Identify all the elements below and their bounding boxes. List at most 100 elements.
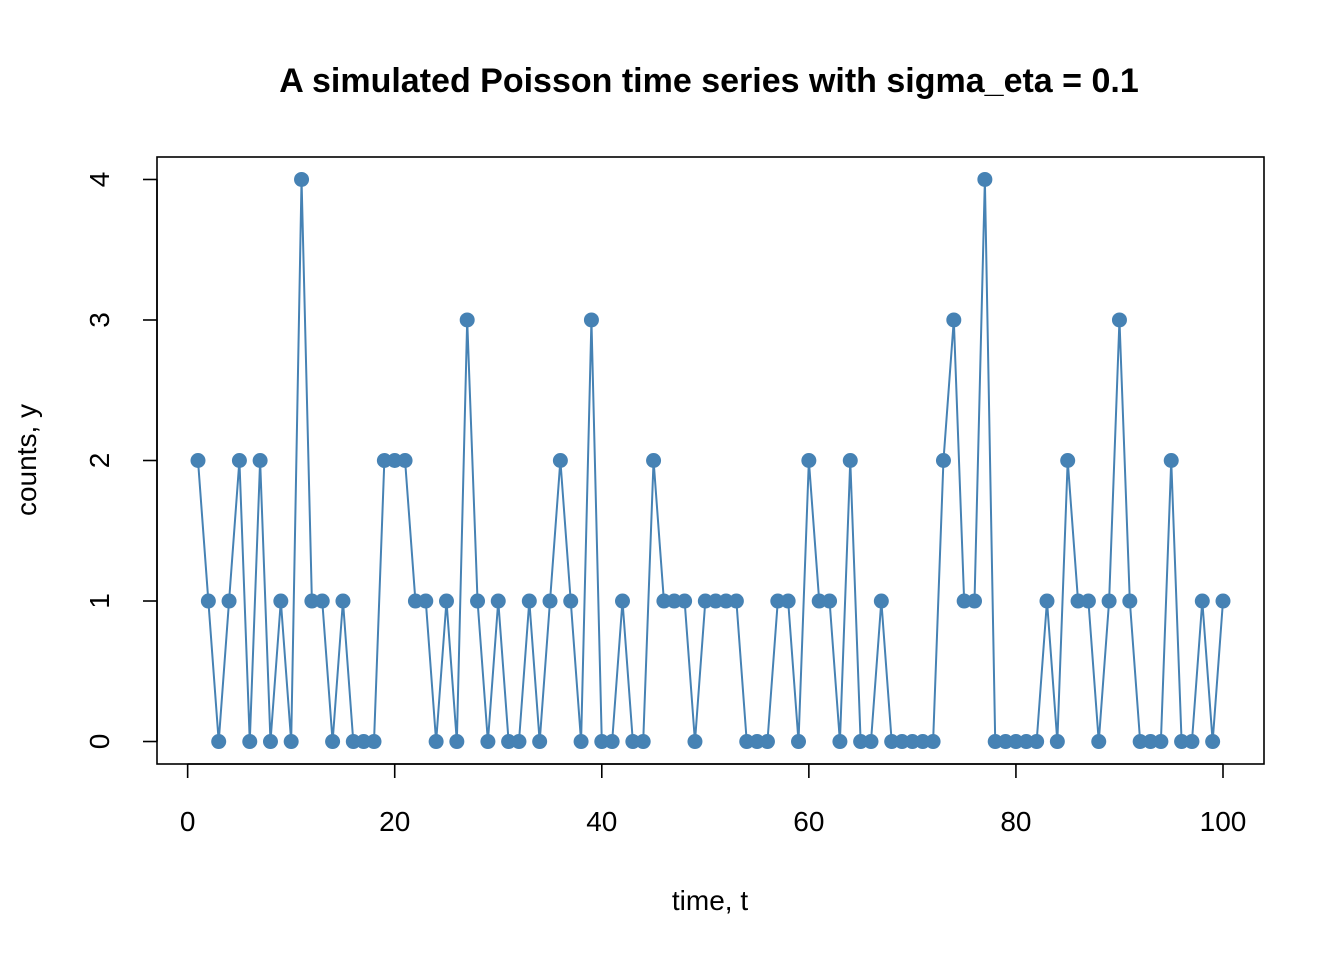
x-tick-label: 80 xyxy=(1000,806,1031,837)
data-point xyxy=(366,734,382,750)
data-point xyxy=(449,734,465,750)
y-tick-label: 3 xyxy=(84,312,115,328)
data-point xyxy=(967,593,983,609)
data-point xyxy=(356,734,372,750)
data-point xyxy=(894,734,910,750)
data-point xyxy=(242,734,258,750)
data-point xyxy=(501,734,517,750)
data-point xyxy=(542,593,558,609)
y-axis: 0 1 2 3 4 xyxy=(84,172,158,750)
y-tick-label: 0 xyxy=(84,734,115,750)
data-point xyxy=(397,453,413,468)
data-point xyxy=(884,734,900,750)
data-point xyxy=(677,593,693,609)
data-point xyxy=(521,593,537,609)
data-point xyxy=(1194,593,1210,609)
data-point xyxy=(273,593,289,609)
data-point xyxy=(294,171,310,187)
x-axis: 0 20 40 60 80 100 xyxy=(180,763,1247,837)
data-point xyxy=(904,734,920,750)
y-tick-label: 1 xyxy=(84,593,115,609)
data-point xyxy=(583,312,599,328)
data-point xyxy=(666,593,682,609)
data-point xyxy=(739,734,755,750)
data-point xyxy=(998,734,1014,750)
data-point xyxy=(1060,453,1076,468)
data-point xyxy=(252,453,268,468)
data-point xyxy=(687,734,703,750)
data-point xyxy=(1029,734,1045,750)
y-tick-label: 2 xyxy=(84,453,115,469)
data-point xyxy=(490,593,506,609)
data-point xyxy=(946,312,962,328)
data-point xyxy=(1070,593,1086,609)
data-point xyxy=(221,593,237,609)
data-point xyxy=(594,734,610,750)
data-point xyxy=(418,593,434,609)
data-point xyxy=(635,734,651,750)
x-axis-label: time, t xyxy=(672,885,748,916)
data-point xyxy=(532,734,548,750)
data-point xyxy=(604,734,620,750)
data-point xyxy=(759,734,775,750)
data-point xyxy=(1049,734,1065,750)
y-tick-label: 4 xyxy=(84,172,115,188)
data-point xyxy=(625,734,641,750)
data-point xyxy=(470,593,486,609)
x-tick-label: 60 xyxy=(793,806,824,837)
data-point xyxy=(1184,734,1200,750)
data-point xyxy=(428,734,444,750)
plot-frame xyxy=(156,156,1265,765)
data-point xyxy=(345,734,361,750)
data-point xyxy=(304,593,320,609)
data-point xyxy=(407,593,423,609)
data-point xyxy=(190,453,206,468)
x-tick-label: 100 xyxy=(1200,806,1247,837)
chart-title: A simulated Poisson time series with sig… xyxy=(279,62,1138,100)
data-point xyxy=(283,734,299,750)
data-point xyxy=(314,593,330,609)
data-point xyxy=(563,593,579,609)
data-point xyxy=(822,593,838,609)
data-point xyxy=(614,593,630,609)
data-point xyxy=(1122,593,1138,609)
data-point xyxy=(387,453,403,468)
data-point xyxy=(1153,734,1169,750)
data-point xyxy=(925,734,941,750)
data-point xyxy=(231,453,247,468)
data-point xyxy=(335,593,351,609)
data-point xyxy=(1174,734,1190,750)
data-point xyxy=(780,593,796,609)
series-layer xyxy=(190,171,1231,750)
data-point xyxy=(325,734,341,750)
data-point xyxy=(708,593,724,609)
data-point xyxy=(935,453,951,468)
x-tick-label: 20 xyxy=(379,806,410,837)
y-axis-label: counts, y xyxy=(11,404,42,516)
data-point xyxy=(1143,734,1159,750)
data-point xyxy=(770,593,786,609)
data-point xyxy=(728,593,744,609)
data-point xyxy=(1008,734,1024,750)
data-point xyxy=(1018,734,1034,750)
data-point xyxy=(801,453,817,468)
data-point xyxy=(832,734,848,750)
data-point xyxy=(1163,453,1179,468)
data-point xyxy=(511,734,527,750)
data-point xyxy=(1215,593,1231,609)
data-point xyxy=(749,734,765,750)
data-point xyxy=(646,453,662,468)
data-point xyxy=(956,593,972,609)
data-point xyxy=(977,171,993,187)
data-point xyxy=(1132,734,1148,750)
data-point xyxy=(863,734,879,750)
data-point xyxy=(262,734,278,750)
data-point xyxy=(552,453,568,468)
data-point xyxy=(480,734,496,750)
data-point xyxy=(656,593,672,609)
data-point xyxy=(200,593,216,609)
data-point xyxy=(438,593,454,609)
data-point xyxy=(1039,593,1055,609)
data-point xyxy=(1080,593,1096,609)
data-point xyxy=(376,453,392,468)
